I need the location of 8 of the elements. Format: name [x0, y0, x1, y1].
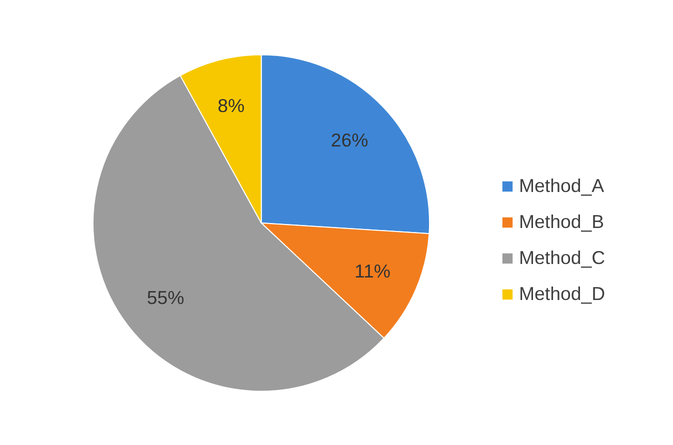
legend-label: Method_D	[519, 283, 606, 305]
data-label: 55%	[146, 286, 184, 308]
legend-label: Method_B	[519, 211, 604, 233]
data-label: 8%	[218, 94, 245, 116]
legend-label: Method_A	[519, 175, 604, 197]
legend-label: Method_C	[519, 247, 606, 269]
data-label: 26%	[330, 129, 368, 150]
data-label: 11%	[354, 260, 390, 282]
